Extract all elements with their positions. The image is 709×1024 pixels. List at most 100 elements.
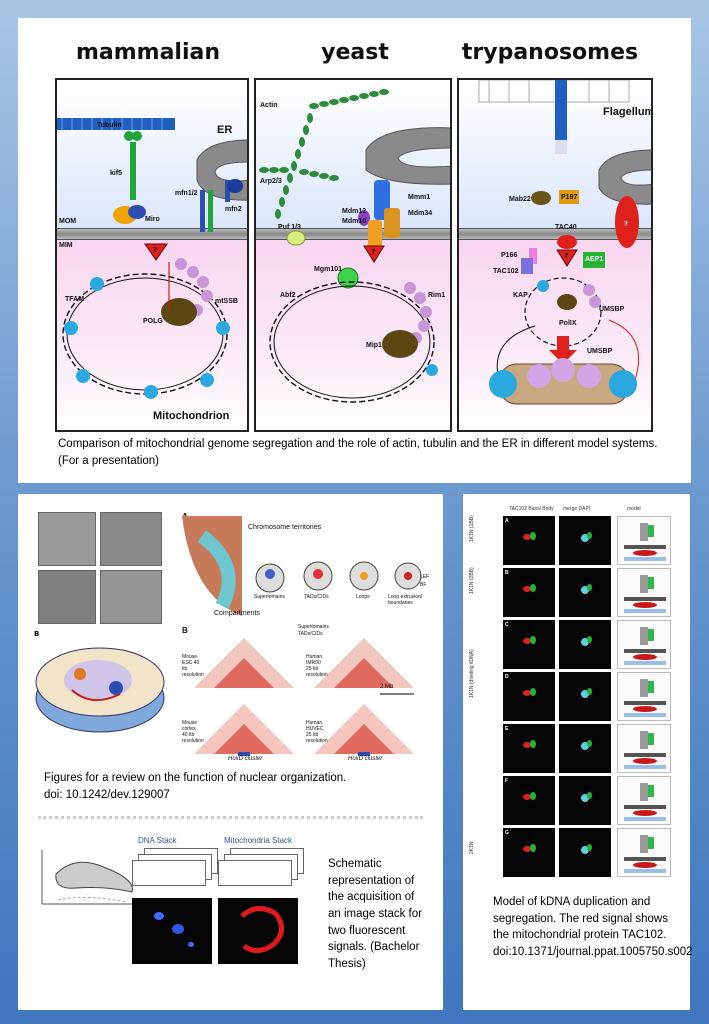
nuclear-caption: Figures for a review on the function of … (44, 770, 434, 803)
kdna-card: TAC102 Basal Body merge DAPI model A 1K1N… (463, 494, 693, 1010)
dna-stack-label: DNA Stack (138, 836, 177, 845)
merge-image (559, 672, 611, 721)
hic-legend-2: TADs/CIDs (298, 631, 323, 637)
merge-image (559, 620, 611, 669)
panel-trypanosomes: ? ? Flagellum Mab22 P197 TAC40 P166 TAC1… (457, 78, 653, 432)
divider (38, 816, 423, 819)
dna-image (132, 898, 212, 964)
kdna-panel-letter: E (505, 726, 509, 732)
label-tac40: TAC40 (555, 224, 577, 231)
scale-bar-label: 2 Mb (380, 684, 394, 690)
label-mom: MOM (59, 218, 77, 225)
header-model: model (627, 506, 641, 512)
label-supertomains: Supertomains (254, 594, 285, 600)
merge-image (559, 516, 611, 565)
hox-label-1: HoxD cluster (228, 756, 263, 762)
model-sketch (617, 828, 671, 877)
stage-label: 1K1N (2BB) (469, 567, 475, 594)
svg-text:?: ? (564, 252, 568, 260)
label-abf2: Abf2 (280, 292, 296, 299)
kdna-panel-letter: G (505, 830, 509, 836)
trypanosome-diagram: ? ? (478, 80, 651, 405)
label-mdm10: Mdm10 (342, 218, 367, 225)
label-tubulin: Tubulin (97, 122, 122, 129)
tac102-image: A (503, 516, 555, 565)
tac102-image: G (503, 828, 555, 877)
label-bf: BF (420, 582, 427, 588)
label-rim1: Rim1 (428, 292, 446, 299)
kdna-panel-letter: B (505, 570, 509, 576)
label-flagellum: Flagellum (603, 106, 653, 118)
nucleus-diagram: B (34, 630, 165, 733)
label-mgm101: Mgm101 (314, 266, 343, 273)
yeast-diagram: ? (259, 89, 450, 403)
nuclear-caption-line1: Figures for a review on the function of … (44, 772, 347, 784)
merge-image (559, 828, 611, 877)
title-mammalian: mammalian (75, 40, 221, 65)
label-loops: Loops (356, 594, 370, 600)
model-sketch (617, 672, 671, 721)
merge-image (559, 724, 611, 773)
merge-image (559, 776, 611, 825)
kdna-panel-letter: C (505, 622, 509, 628)
svg-text:?: ? (624, 220, 628, 228)
kdna-panel-letter: D (505, 674, 509, 680)
label-er: ER (217, 124, 233, 136)
label-kap: KAP (513, 292, 528, 299)
label-mab22: Mab22 (509, 196, 531, 203)
label-tfam: TFAM (65, 296, 85, 303)
merge-image (559, 568, 611, 617)
label-kif5: kif5 (110, 170, 123, 177)
hic-map-label-2: Human IMR90 25 kb resolution (306, 654, 328, 678)
mitochondria-image (218, 898, 298, 964)
label-polix: PolIX (559, 320, 577, 327)
kdna-panel-letter: F (505, 778, 509, 784)
hic-maps (194, 638, 414, 756)
label-miro: Miro (145, 216, 160, 223)
tac102-image: D (503, 672, 555, 721)
label-puf13: Puf 1/3 (278, 224, 301, 231)
panel-label-b2: B (182, 626, 188, 635)
model-sketch (617, 620, 671, 669)
micrograph-2 (100, 512, 162, 566)
micrograph-4 (100, 570, 162, 624)
label-p197: P197 (561, 194, 578, 201)
label-mitochondrion: Mitochondrion (153, 410, 230, 422)
micrograph-1 (38, 512, 96, 566)
label-mtssb: mtSSB (215, 298, 238, 305)
panel-mammalian: ? Tubulin ER kif5 mfn1/2 mfn2 Miro MOM M… (55, 78, 249, 432)
model-sketch (617, 568, 671, 617)
label-lef: LEF (420, 574, 430, 580)
model-sketch (617, 516, 671, 565)
label-tac102: TAC102 (493, 268, 519, 275)
label-arp23: Arp2/3 (260, 178, 282, 185)
label-umsbp-2: UMSBP (587, 348, 613, 355)
model-sketch (617, 724, 671, 773)
label-mmm1: Mmm1 (408, 194, 431, 201)
label-aep1: AEP1 (585, 256, 604, 263)
stage-label: 1K1N (dividing kDNA) (469, 649, 475, 698)
kdna-panel-letter: A (505, 518, 509, 524)
tubulin-filament (57, 118, 175, 130)
label-mfn2: mfn2 (225, 206, 242, 213)
panel-label-b: B (34, 630, 39, 638)
panel-yeast: ? Actin Arp2/3 Mmm1 Mdm12 Mdm10 Mdm34 Pu… (254, 78, 452, 432)
mito-stack-label: Mitochondria Stack (224, 836, 293, 845)
hic-legend-1: Supertomains (298, 624, 329, 630)
tac102-image: B (503, 568, 555, 617)
label-polg: POLG (143, 318, 163, 325)
label-actin: Actin (260, 102, 278, 109)
label-mdm12: Mdm12 (342, 208, 367, 215)
question-mark: ? (153, 246, 157, 254)
label-mip1: Mip1 (366, 342, 382, 349)
micrograph-3 (38, 570, 96, 624)
title-yeast: yeast (321, 40, 389, 65)
cell-schematic (41, 850, 136, 905)
stack-caption: Schematic representation of the acquisit… (328, 858, 422, 971)
stage-label: 1K1N (1BB) (469, 515, 475, 542)
hic-map-label-1: Mouse ESC 40 kb resolution (182, 654, 204, 678)
top-caption: Comparison of mitochondrial genome segre… (58, 438, 658, 467)
stage-label: 2K1N (469, 841, 475, 854)
mammalian-diagram: ? (57, 118, 247, 399)
kif5-motor (130, 142, 136, 200)
